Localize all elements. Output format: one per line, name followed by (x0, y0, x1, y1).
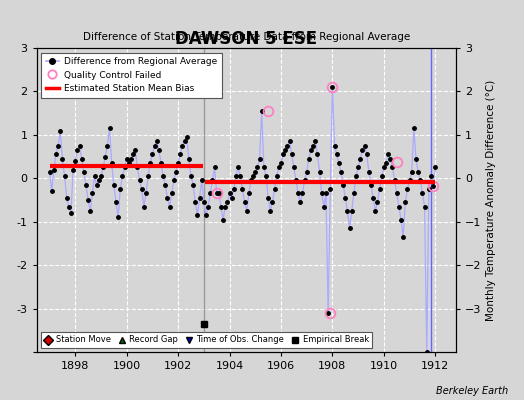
Text: Difference of Station Temperature Data from Regional Average: Difference of Station Temperature Data f… (83, 32, 410, 42)
Legend: Station Move, Record Gap, Time of Obs. Change, Empirical Break: Station Move, Record Gap, Time of Obs. C… (41, 332, 372, 348)
Text: Berkeley Earth: Berkeley Earth (436, 386, 508, 396)
Title: DAWSON 5 ESE: DAWSON 5 ESE (175, 30, 318, 48)
Y-axis label: Monthly Temperature Anomaly Difference (°C): Monthly Temperature Anomaly Difference (… (486, 79, 496, 321)
